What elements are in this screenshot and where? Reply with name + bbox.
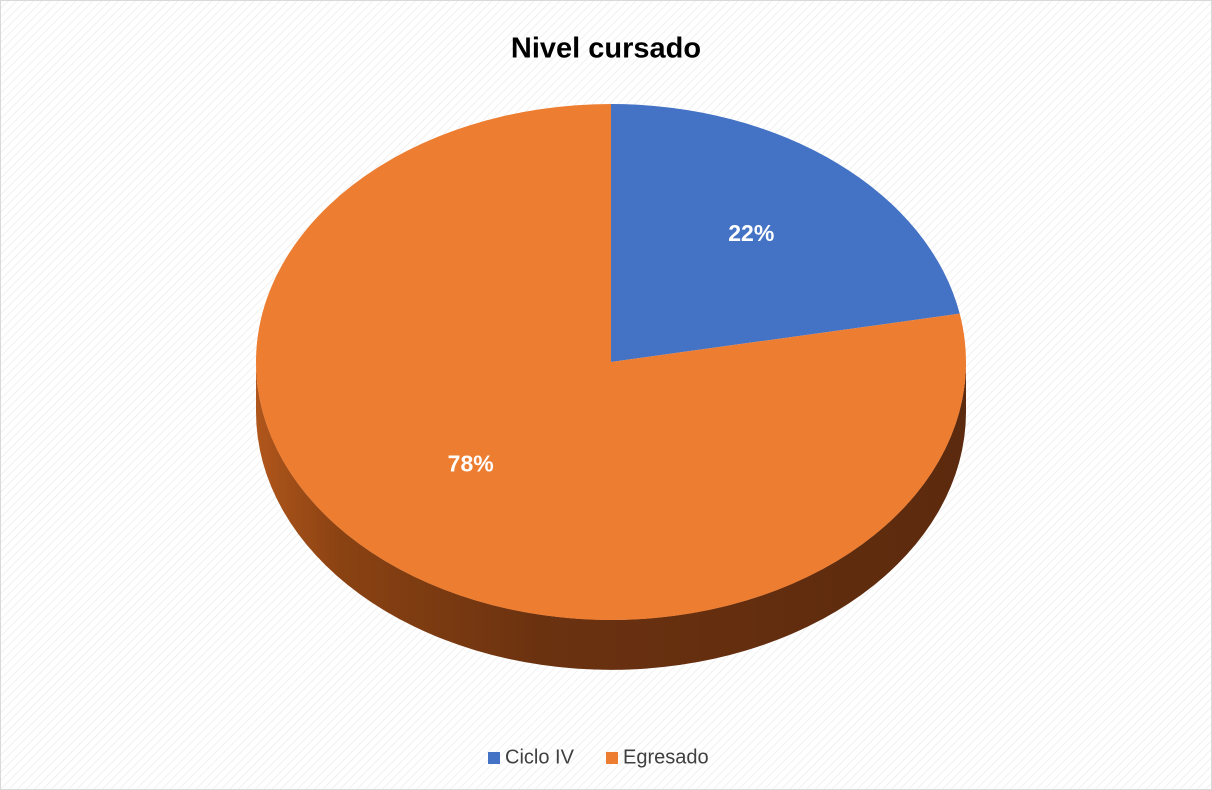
data-label: 22% [728,220,774,246]
legend-label: Ciclo IV [505,746,575,768]
legend-swatch [606,752,618,764]
data-label: 78% [448,450,494,476]
pie-side [256,362,966,670]
legend-swatch [488,752,500,764]
legend-label: Egresado [623,746,709,768]
pie-slice [255,104,966,620]
pie-slice [611,104,960,362]
chart-title: Nivel cursado [511,33,701,65]
